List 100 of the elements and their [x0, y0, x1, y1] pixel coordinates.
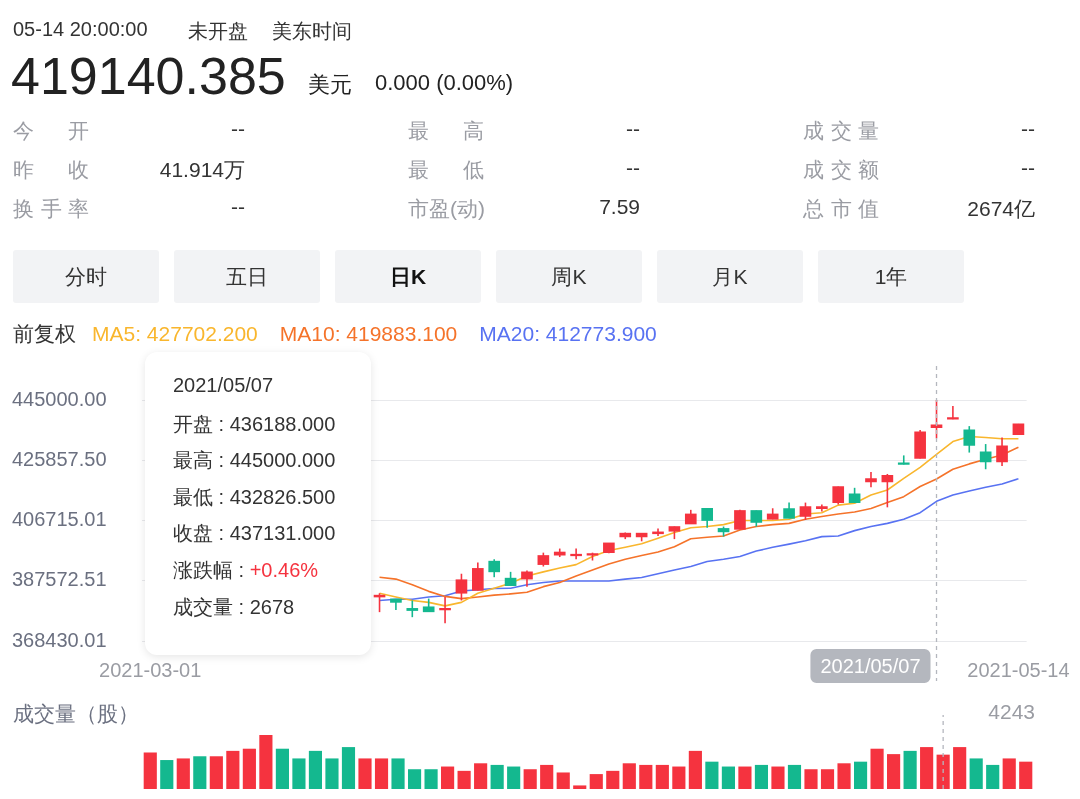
candlestick — [406, 599, 419, 618]
text: -- — [1021, 156, 1035, 180]
text: 日K — [335, 250, 481, 303]
bar — [969, 758, 983, 789]
text: 美元 — [308, 71, 352, 99]
bar — [160, 760, 174, 789]
bar — [226, 750, 240, 789]
bar — [721, 766, 735, 789]
bar — [259, 735, 273, 789]
x-tick-label: 2021-05-14 — [967, 658, 1070, 681]
text: 成交额 — [803, 157, 879, 183]
bar — [523, 769, 537, 789]
text: 周K — [496, 250, 642, 303]
bar — [490, 764, 504, 789]
y-tick-label: 425857.50 — [12, 447, 107, 470]
text: 分时 — [13, 250, 159, 303]
bar — [457, 770, 471, 789]
text: -- — [231, 195, 245, 219]
bar — [441, 766, 455, 789]
text: -- — [231, 117, 245, 141]
bar — [507, 766, 521, 789]
bar — [903, 750, 917, 789]
bar — [374, 758, 389, 789]
bar — [1002, 758, 1016, 789]
bar — [655, 764, 669, 789]
bar — [672, 766, 686, 789]
bar — [738, 766, 752, 789]
text: 2021/05/07 — [173, 374, 275, 398]
bar — [292, 758, 306, 789]
bar — [804, 769, 818, 789]
text: 419140.385 — [11, 46, 286, 106]
text: 05-14 20:00:00 — [13, 18, 148, 41]
bar — [754, 764, 769, 789]
candlestick — [455, 572, 468, 602]
annotation: 最低 : 432826.500 — [173, 484, 337, 510]
text: 4243 — [988, 700, 1035, 724]
bar — [787, 764, 802, 789]
bar — [358, 758, 372, 789]
text: 今开 — [13, 118, 89, 144]
text: -- — [626, 156, 640, 180]
bar — [474, 763, 488, 789]
bar — [920, 747, 934, 789]
annotation: 最高 : 445000.000 — [173, 448, 337, 474]
text: MA10: 419883.100 — [279, 322, 458, 346]
bar — [986, 764, 1000, 789]
bar — [341, 747, 356, 789]
bar — [209, 756, 223, 789]
bar — [325, 758, 339, 789]
bar — [573, 785, 587, 789]
text: 2021/05/07 — [820, 654, 921, 677]
text: 41.914万 — [159, 157, 245, 183]
bar — [143, 752, 157, 789]
candlestick — [865, 471, 877, 488]
text: 最低 — [408, 157, 484, 183]
x-tick-label: 2021-03-01 — [99, 658, 202, 681]
bar — [308, 750, 323, 789]
bar — [275, 748, 289, 789]
annotation: 成交量 : 2678 — [173, 594, 296, 620]
bar — [853, 761, 868, 789]
text: -- — [626, 117, 640, 141]
y-tick-label: 445000.00 — [12, 387, 107, 410]
text: 总市值 — [803, 196, 879, 222]
y-tick-label: 368430.01 — [12, 628, 107, 651]
bar — [771, 766, 785, 789]
bar — [953, 747, 967, 789]
text: 五日 — [174, 250, 320, 303]
bar — [176, 758, 190, 789]
text: 未开盘 — [188, 19, 248, 44]
candlestick — [816, 503, 828, 513]
y-tick-label: 387572.51 — [12, 568, 107, 591]
candlestick — [783, 501, 795, 520]
annotation: 收盘 : 437131.000 — [173, 521, 337, 547]
bar — [407, 769, 422, 789]
text: MA5: 427702.200 — [92, 322, 258, 346]
bar — [936, 754, 950, 789]
bar — [870, 748, 884, 789]
bar — [391, 758, 405, 789]
annotation: 涨跌幅 : +0.46% — [173, 557, 320, 583]
bar — [639, 764, 653, 789]
bar — [1019, 761, 1033, 789]
candlestick — [930, 399, 943, 440]
bar — [705, 761, 719, 789]
text: 月K — [657, 250, 803, 303]
text: 换手率 — [13, 196, 89, 222]
bar — [837, 763, 851, 789]
legend-title: 前复权 — [13, 321, 76, 347]
text: 7.59 — [599, 195, 640, 219]
y-tick-label: 406715.01 — [12, 508, 107, 531]
bar — [242, 748, 256, 789]
text: MA20: 412773.900 — [479, 322, 657, 346]
bar — [589, 774, 603, 789]
bar — [688, 750, 702, 789]
candlestick — [947, 405, 959, 420]
bar — [193, 756, 207, 789]
text: 2674亿 — [967, 196, 1035, 222]
text: 最高 — [408, 118, 484, 144]
bar — [820, 769, 835, 789]
annotation: 开盘 : 436188.000 — [173, 411, 337, 437]
text: 成交量 — [803, 118, 879, 144]
text: 昨收 — [13, 157, 89, 183]
